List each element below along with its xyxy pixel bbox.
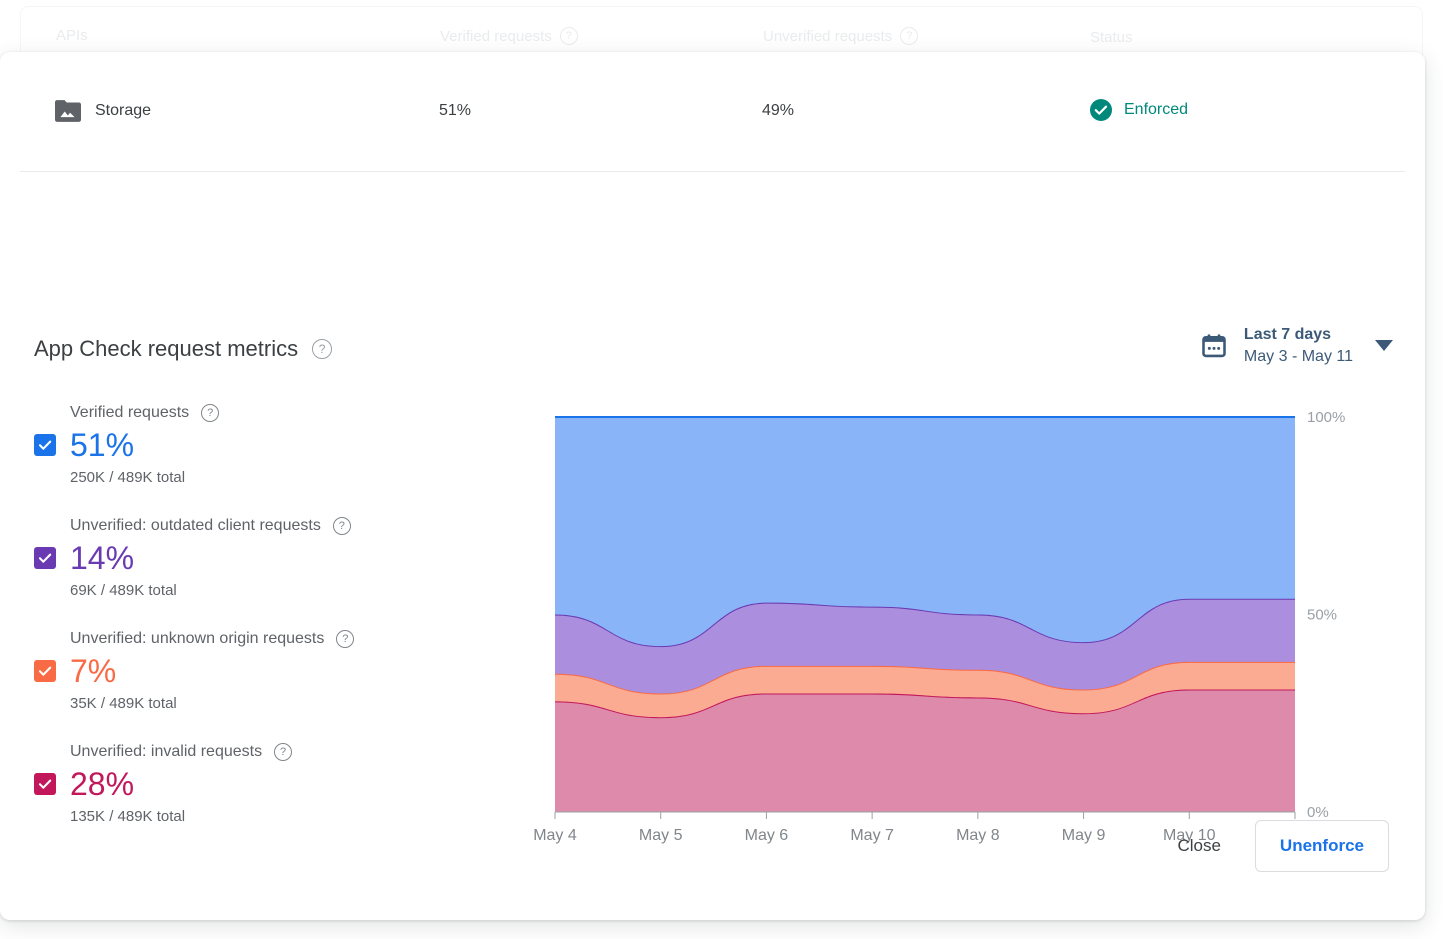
legend-subtext: 250K / 489K total	[70, 469, 186, 486]
legend-item-verified-requests: Verified requests ? 51% 250K / 489K tota…	[34, 404, 504, 486]
svg-text:May 7: May 7	[850, 827, 894, 844]
date-range-primary: Last 7 days	[1243, 326, 1332, 343]
metrics-title: App Check request metrics ?	[34, 336, 333, 362]
legend-percent: 14%	[70, 540, 135, 576]
status-badge: Enforced	[1089, 98, 1188, 122]
table-header-unverified-requests: Unverified requests ?	[763, 27, 919, 45]
check-circle-icon	[1090, 99, 1112, 121]
svg-text:May 5: May 5	[639, 827, 683, 844]
legend-label: Unverified: invalid requests ?	[70, 743, 504, 761]
help-icon: ?	[559, 27, 578, 45]
svg-text:May 9: May 9	[1062, 827, 1106, 844]
table-header-apis: APIs	[56, 27, 88, 44]
help-icon: ?	[201, 404, 220, 422]
table-header-status-label: Status	[1090, 29, 1133, 46]
checkmark-icon	[38, 440, 52, 450]
legend-subtext: 69K / 489K total	[70, 582, 177, 599]
help-icon: ?	[274, 743, 293, 761]
checkmark-icon	[38, 553, 52, 563]
dialog-footer: Close Unenforce	[1159, 820, 1389, 872]
svg-text:May 8: May 8	[956, 827, 1000, 844]
date-range-selector[interactable]: Last 7 days May 3 - May 11	[1200, 324, 1393, 367]
legend-checkbox-outdated-client-requests[interactable]	[34, 547, 56, 569]
metrics-title-text: App Check request metrics	[34, 336, 299, 361]
legend-percent: 7%	[70, 653, 117, 689]
legend-label-text: Unverified: invalid requests	[70, 743, 263, 760]
app-check-enforcement-dialog: Storage 51% 49% Enforced App Check reque…	[0, 52, 1425, 920]
table-header-unverified-label: Unverified requests	[763, 27, 893, 45]
api-verified-value: 51%	[439, 102, 472, 119]
status-label: Enforced	[1124, 101, 1189, 118]
table-header-row: APIs Verified requests ? Unverified requ…	[21, 21, 1422, 61]
legend-subtext: 35K / 489K total	[70, 695, 177, 712]
calendar-icon	[1202, 333, 1226, 357]
svg-text:0%: 0%	[1307, 804, 1329, 821]
checkmark-icon	[38, 779, 52, 789]
legend-checkbox-unknown-origin-requests[interactable]	[34, 660, 56, 682]
table-header-status: Status	[1090, 29, 1133, 46]
legend-label: Verified requests ?	[70, 404, 504, 422]
api-name-cell: Storage	[55, 100, 151, 122]
date-range-secondary: May 3 - May 11	[1243, 347, 1353, 365]
checkmark-icon	[38, 666, 52, 676]
unenforce-button[interactable]: Unenforce	[1254, 820, 1389, 872]
svg-text:May 4: May 4	[533, 827, 577, 844]
legend-label: Unverified: outdated client requests ?	[70, 517, 504, 535]
legend-item-invalid-requests: Unverified: invalid requests ? 28% 135K …	[34, 743, 504, 825]
legend-label-text: Unverified: outdated client requests	[70, 517, 321, 534]
svg-text:May 10: May 10	[1163, 827, 1216, 844]
legend-row: 51%	[34, 429, 504, 461]
svg-text:May 6: May 6	[745, 827, 789, 844]
legend-row: 28%	[34, 768, 504, 800]
legend-label: Unverified: unknown origin requests ?	[70, 630, 504, 648]
legend-checkbox-invalid-requests[interactable]	[34, 773, 56, 795]
api-row-storage: Storage 51% 49% Enforced	[20, 52, 1405, 172]
legend-row: 14%	[34, 542, 504, 574]
legend-item-unknown-origin-requests: Unverified: unknown origin requests ? 7%…	[34, 630, 504, 712]
legend-percent: 51%	[70, 427, 135, 463]
api-unverified-value: 49%	[762, 102, 795, 119]
legend-checkbox-verified-requests[interactable]	[34, 434, 56, 456]
svg-text:50%: 50%	[1307, 607, 1337, 624]
help-icon: ?	[312, 339, 333, 359]
svg-text:100%: 100%	[1307, 412, 1345, 426]
help-icon: ?	[336, 630, 355, 648]
legend-row: 7%	[34, 655, 504, 687]
legend-subtext: 135K / 489K total	[70, 808, 186, 825]
legend-label-text: Unverified: unknown origin requests	[70, 630, 325, 647]
table-header-apis-label: APIs	[56, 27, 88, 44]
legend-label-text: Verified requests	[70, 404, 190, 421]
chevron-down-icon[interactable]	[1375, 340, 1393, 352]
table-header-verified-label: Verified requests	[440, 27, 552, 45]
help-icon: ?	[900, 27, 919, 45]
close-button[interactable]: Close	[1159, 824, 1238, 868]
legend-percent: 28%	[70, 766, 135, 802]
table-header-verified-requests: Verified requests ?	[440, 27, 578, 45]
storage-folder-icon	[55, 100, 81, 122]
legend-item-outdated-client-requests: Unverified: outdated client requests ? 1…	[34, 517, 504, 599]
metrics-legend: Verified requests ? 51% 250K / 489K tota…	[34, 404, 504, 825]
help-icon: ?	[332, 517, 351, 535]
date-range-text: Last 7 days May 3 - May 11	[1244, 324, 1353, 367]
metrics-section: App Check request metrics ? Last 7 days …	[0, 172, 1425, 844]
api-name-label: Storage	[95, 102, 152, 119]
